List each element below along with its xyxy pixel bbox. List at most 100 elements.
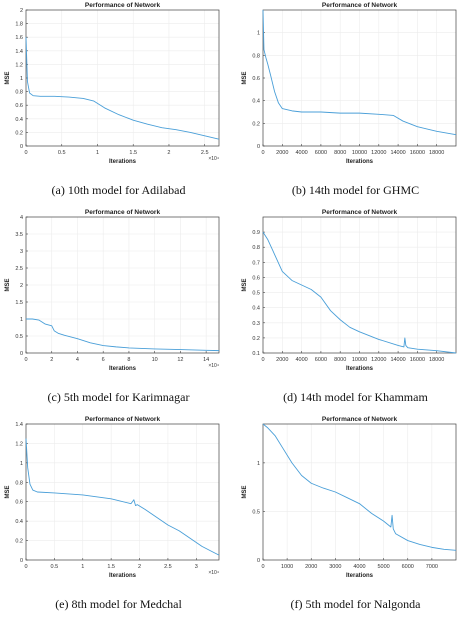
caption-d: (d) 14th model for Khammam — [283, 390, 428, 404]
y-tick-label: 0.8 — [15, 480, 23, 486]
y-tick-label: 0.5 — [252, 291, 260, 297]
y-tick-label: 1.5 — [15, 300, 23, 306]
panel-b: 0 2000 4000 6000 8000 10000 12000 14000 16000 180… — [237, 0, 474, 207]
x-tick-label: 18000 — [429, 357, 444, 363]
chart-title: Performance of Network — [322, 209, 398, 216]
chart-c: 0 2 4 6 8 10 12 14 0 0.5 1 1.5 2 2.5 3 3.5 4 Performance … — [5, 209, 220, 372]
y-tick-label: 0.2 — [15, 130, 23, 136]
panel-d: 0 2000 4000 6000 8000 10000 12000 14000 16000 180… — [237, 207, 474, 414]
chart-e: 0 0.5 1 1.5 2 2.5 3 0 0.2 0.4 0.6 0.8 1 1.2 1.4 Perform… — [5, 416, 220, 579]
y-tick-label: 0.7 — [252, 260, 260, 266]
plot-frame — [25, 423, 220, 561]
y-tick-label: 1.2 — [15, 441, 23, 447]
y-tick-label: 0 — [20, 351, 23, 357]
caption-a: (a) 10th model for Adilabad — [51, 183, 186, 197]
x-tick-label: 18000 — [429, 150, 444, 156]
x-axis-label: Iterations — [109, 366, 137, 372]
x-tick-label: 2 — [167, 150, 170, 156]
y-tick-label: 3.5 — [15, 232, 23, 238]
y-tick-label: 0 — [257, 558, 260, 564]
y-tick-label: 1 — [257, 461, 260, 467]
x-tick-label: 2000 — [276, 150, 288, 156]
x-tick-label: 0 — [24, 357, 27, 363]
panel-c: 0 2 4 6 8 10 12 14 0 0.5 1 1.5 2 2.5 3 3.5 4 Performance … — [0, 207, 237, 414]
mse-series-line — [262, 423, 457, 551]
x-tick-label: 2.5 — [201, 150, 209, 156]
chart-b: 0 2000 4000 6000 8000 10000 12000 14000 16000 180… — [242, 2, 457, 165]
x-tick-label: 0 — [261, 150, 264, 156]
x-tick-label: 7000 — [426, 564, 438, 570]
x-tick-label: 2 — [50, 357, 53, 363]
panel-a: 0 0.5 1 1.5 2 2.5 0 0.2 0.4 0.6 0.8 1 1.2 1.4 1.6 1.8 2 P… — [0, 0, 237, 207]
x-tick-label: 8 — [127, 357, 130, 363]
y-tick-label: 0.6 — [252, 275, 260, 281]
x-tick-label: 0.5 — [51, 564, 59, 570]
x-tick-label: 16000 — [410, 357, 425, 363]
x-tick-label: 10000 — [352, 357, 367, 363]
y-tick-label: 0.4 — [252, 99, 260, 105]
mse-series-line — [262, 231, 457, 354]
y-tick-label: 2.5 — [15, 266, 23, 272]
x-tick-label: 14000 — [390, 150, 405, 156]
x-multiplier: ×10⁴ — [208, 156, 219, 162]
y-tick-label: 0.3 — [252, 321, 260, 327]
chart-f: 0 1000 2000 3000 4000 5000 6000 7000 0 0.5 1 Perfor… — [242, 416, 457, 579]
x-tick-label: 3 — [195, 564, 198, 570]
y-tick-label: 0.1 — [252, 351, 260, 357]
x-tick-label: 12000 — [371, 150, 386, 156]
chart-title: Performance of Network — [85, 416, 161, 423]
chart-title: Performance of Network — [85, 2, 161, 9]
y-tick-label: 0.8 — [252, 245, 260, 251]
y-tick-label: 0 — [20, 144, 23, 150]
caption-e: (e) 8th model for Medchal — [55, 597, 182, 611]
panel-e: 0 0.5 1 1.5 2 2.5 3 0 0.2 0.4 0.6 0.8 1 1.2 1.4 Perform… — [0, 414, 237, 621]
chart-title: Performance of Network — [322, 416, 398, 423]
x-tick-label: 10 — [152, 357, 158, 363]
y-tick-label: 1 — [20, 317, 23, 323]
x-axis-label: Iterations — [346, 159, 374, 165]
y-tick-label: 0 — [20, 558, 23, 564]
x-tick-label: 16000 — [410, 150, 425, 156]
x-tick-label: 1000 — [281, 564, 293, 570]
y-tick-label: 2 — [20, 8, 23, 14]
y-tick-label: 0.2 — [252, 336, 260, 342]
y-tick-label: 1.4 — [15, 49, 23, 55]
chart-title: Performance of Network — [85, 209, 161, 216]
y-tick-label: 0.5 — [252, 509, 260, 515]
x-tick-label: 1 — [96, 150, 99, 156]
y-tick-label: 0.6 — [15, 500, 23, 506]
x-axis-label: Iterations — [346, 573, 374, 579]
y-tick-label: 1 — [20, 461, 23, 467]
x-tick-label: 2000 — [305, 564, 317, 570]
y-tick-label: 1.8 — [15, 22, 23, 28]
x-tick-label: 4000 — [353, 564, 365, 570]
x-multiplier: ×10⁴ — [208, 570, 219, 576]
y-tick-label: 0 — [257, 144, 260, 150]
y-tick-label: 0.2 — [15, 539, 23, 545]
chart-d: 0 2000 4000 6000 8000 10000 12000 14000 16000 180… — [242, 209, 457, 372]
x-tick-label: 8000 — [334, 357, 346, 363]
y-axis-label: MSE — [242, 278, 248, 291]
x-tick-label: 6000 — [315, 150, 327, 156]
x-tick-label: 1 — [81, 564, 84, 570]
y-tick-label: 0.4 — [15, 117, 23, 123]
mse-series-line — [25, 438, 220, 556]
y-tick-label: 1.2 — [15, 62, 23, 68]
x-axis-label: Iterations — [109, 159, 137, 165]
y-tick-label: 3 — [20, 249, 23, 255]
x-tick-label: 14 — [203, 357, 209, 363]
y-tick-label: 0.4 — [15, 519, 23, 525]
mse-series-line — [26, 318, 220, 352]
y-tick-label: 1.6 — [15, 35, 23, 41]
x-tick-label: 0 — [24, 564, 27, 570]
y-tick-label: 2 — [20, 283, 23, 289]
x-axis-label: Iterations — [109, 573, 137, 579]
x-tick-label: 0 — [261, 357, 264, 363]
x-tick-label: 1.5 — [129, 150, 137, 156]
x-tick-label: 8000 — [334, 150, 346, 156]
x-tick-label: 4000 — [295, 357, 307, 363]
y-axis-label: MSE — [242, 71, 248, 84]
x-tick-label: 0 — [261, 564, 264, 570]
y-tick-label: 0.4 — [252, 306, 260, 312]
y-axis-label: MSE — [5, 485, 11, 498]
